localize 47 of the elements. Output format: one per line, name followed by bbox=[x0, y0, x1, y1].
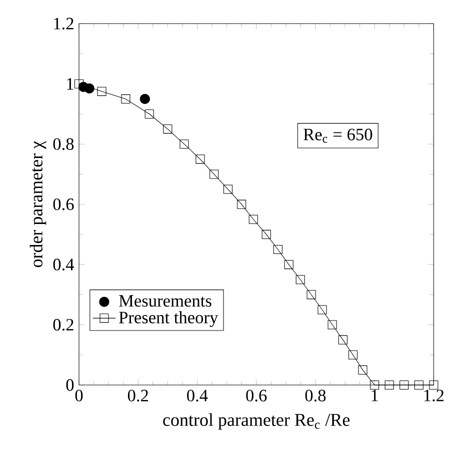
point bbox=[273, 244, 282, 254]
x-tick-label: 0.2 bbox=[128, 390, 148, 402]
point bbox=[348, 350, 358, 360]
y-tick-label: 0 bbox=[66, 379, 74, 391]
point bbox=[370, 380, 380, 390]
point bbox=[84, 83, 94, 94]
point bbox=[74, 79, 84, 88]
point bbox=[196, 154, 205, 164]
point bbox=[328, 320, 337, 330]
y-tick-label: 0.6 bbox=[53, 198, 74, 210]
x-tick-label: 0 bbox=[75, 390, 83, 402]
point bbox=[262, 230, 271, 239]
point bbox=[414, 380, 424, 390]
point bbox=[296, 275, 305, 284]
point bbox=[400, 380, 409, 390]
y-tick-label: 0.8 bbox=[53, 138, 74, 150]
y-tick-label: 1.2 bbox=[54, 18, 74, 30]
point bbox=[284, 260, 294, 270]
point bbox=[318, 305, 327, 314]
point bbox=[210, 170, 219, 179]
point bbox=[429, 380, 438, 390]
point bbox=[384, 380, 394, 390]
y-tick-label: 0.4 bbox=[53, 258, 74, 270]
point bbox=[338, 335, 348, 344]
point bbox=[163, 124, 172, 134]
point bbox=[358, 365, 368, 374]
point bbox=[237, 200, 246, 209]
x-tick-label: 1.2 bbox=[424, 390, 444, 402]
x-tick-label: 0.8 bbox=[305, 390, 326, 402]
x-axis-title: control parameter Re$_{c}$ /Re bbox=[163, 413, 350, 430]
y-axis-title: order parameter χ bbox=[30, 140, 46, 268]
x-tick-label: 0.4 bbox=[187, 390, 208, 402]
annotation: Re$_{c}$ = 650 bbox=[304, 128, 372, 143]
point bbox=[306, 290, 316, 300]
point bbox=[180, 140, 189, 149]
point bbox=[248, 214, 258, 224]
point bbox=[223, 184, 233, 194]
y-tick-label: 1 bbox=[67, 78, 74, 90]
point bbox=[140, 94, 150, 104]
x-tick-label: 0.6 bbox=[246, 390, 267, 402]
legend-label: Present theory bbox=[119, 311, 218, 327]
point bbox=[144, 109, 154, 119]
point bbox=[97, 86, 106, 96]
point bbox=[121, 94, 130, 104]
x-tick-label: 1 bbox=[372, 390, 378, 402]
legend-label: Mesurements bbox=[119, 295, 212, 307]
y-tick-label: 0.2 bbox=[53, 318, 74, 331]
